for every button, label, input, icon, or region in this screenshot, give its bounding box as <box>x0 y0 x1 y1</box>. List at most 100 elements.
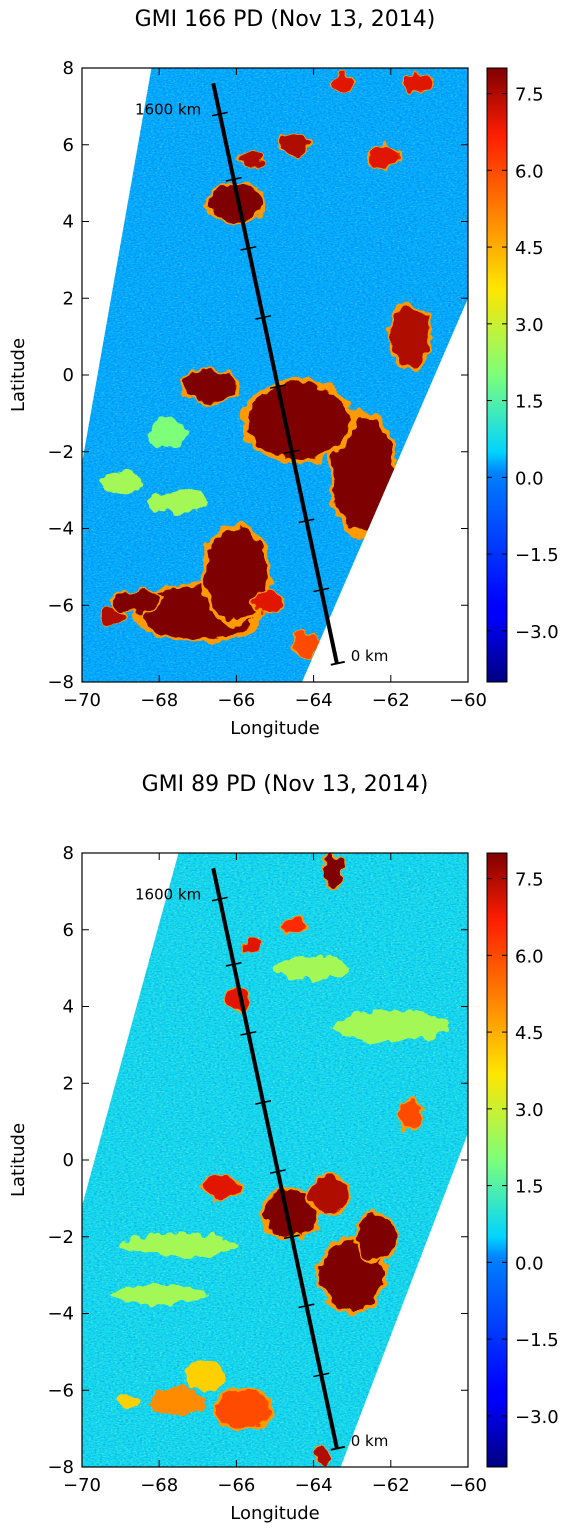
colorbar-tick-label: 1.5 <box>515 392 544 413</box>
panel-2: GMI 89 PD (Nov 13, 2014) −70 −68 −66 −64 −62 −… <box>8 772 559 1524</box>
y-tick-label: 4 <box>63 997 74 1018</box>
feature-18 <box>101 470 140 494</box>
y-tick-label: −2 <box>47 442 74 463</box>
y-tick-label: 4 <box>63 212 74 233</box>
transect-tick <box>313 587 330 593</box>
feature-15 <box>402 75 434 92</box>
x-tick-label: −62 <box>372 1475 410 1496</box>
colorbar-tick-label: 4.5 <box>515 1023 544 1044</box>
y-tick-label: −4 <box>47 519 74 540</box>
x-tick-label: −60 <box>449 1475 487 1496</box>
x-tick-label: −70 <box>63 690 101 711</box>
feature-2 <box>356 1213 395 1260</box>
y-tick-label: −2 <box>47 1227 74 1248</box>
chart-title: GMI 166 PD (Nov 13, 2014) <box>135 7 436 32</box>
x-axis-label: Longitude <box>230 1503 320 1524</box>
chart-title: GMI 89 PD (Nov 13, 2014) <box>142 772 429 797</box>
y-tick-label: 8 <box>63 843 74 864</box>
colorbar <box>486 852 508 1468</box>
colorbar-tick-label: 0.0 <box>515 1253 544 1274</box>
colorbar-tick-label: 6.0 <box>515 161 544 182</box>
feature-9 <box>390 305 430 368</box>
feature-17 <box>112 1284 206 1304</box>
feature-11 <box>240 152 264 168</box>
y-tick-label: 6 <box>63 920 74 941</box>
feature-16 <box>294 632 318 656</box>
x-tick-label: −66 <box>217 1475 255 1496</box>
feature-5 <box>251 589 283 613</box>
colorbar-tick-label: −3.0 <box>515 622 559 643</box>
feature-4 <box>309 1175 349 1214</box>
feature-11 <box>313 1445 330 1466</box>
colorbar-tick-label: 0.0 <box>515 468 544 489</box>
y-tick-label: 0 <box>63 365 74 386</box>
feature-15 <box>116 1394 140 1410</box>
feature-12 <box>278 133 310 157</box>
transect-tick <box>211 111 228 117</box>
feature-13 <box>367 144 399 168</box>
feature-3 <box>263 1190 318 1237</box>
x-tick-label: −66 <box>217 690 255 711</box>
transect-tick <box>269 384 286 389</box>
transect-tick <box>240 245 257 251</box>
colorbar-tick-label: −3.0 <box>515 1407 559 1428</box>
feature-5 <box>201 1175 241 1199</box>
y-tick-label: 0 <box>63 1150 74 1171</box>
panel-1: GMI 166 PD (Nov 13, 2014)−70 −68 −66 −64 −62… <box>8 7 559 739</box>
transect-start-label: 0 km <box>351 647 389 665</box>
colorbar-tick-label: 4.5 <box>515 238 544 259</box>
feature-16 <box>120 1232 237 1256</box>
y-tick-label: 2 <box>63 288 74 309</box>
transect-tick <box>225 176 242 182</box>
x-tick-label: −68 <box>140 1475 178 1496</box>
y-tick-label: 8 <box>63 58 74 79</box>
feature-18 <box>332 1010 449 1042</box>
transect-tick <box>225 961 242 967</box>
feature-7 <box>247 382 349 460</box>
colorbar-tick-label: 6.0 <box>515 946 544 967</box>
feature-19 <box>275 956 353 980</box>
colorbar-tick-label: 3.0 <box>515 1100 544 1121</box>
feature-3 <box>112 589 160 613</box>
feature-19 <box>147 417 187 448</box>
y-tick-label: −8 <box>47 1457 74 1478</box>
feature-14 <box>332 75 357 92</box>
feature-10 <box>209 183 264 222</box>
feature-9 <box>282 916 306 936</box>
colorbar-tick-label: −1.5 <box>515 545 559 566</box>
transect-tick <box>283 449 300 455</box>
feature-4 <box>101 609 125 625</box>
colorbar-tick-label: 1.5 <box>515 1177 544 1198</box>
colorbar <box>486 67 508 683</box>
transect-end-label: 1600 km <box>135 100 201 118</box>
colorbar-tick-label: 7.5 <box>515 85 544 106</box>
x-tick-label: −70 <box>63 1475 101 1496</box>
feature-10 <box>398 1098 422 1130</box>
y-axis-label: Latitude <box>8 338 29 412</box>
y-axis-label: Latitude <box>8 1123 29 1197</box>
transect-tick <box>298 518 315 524</box>
feature-6 <box>323 856 343 888</box>
y-tick-label: −8 <box>47 672 74 693</box>
colorbar-tick-label: −1.5 <box>515 1330 559 1351</box>
transect-tick <box>240 1030 257 1036</box>
feature-12 <box>217 1390 272 1429</box>
x-tick-label: −60 <box>449 690 487 711</box>
y-tick-label: 6 <box>63 135 74 156</box>
transect-tick <box>255 315 272 320</box>
x-tick-label: −64 <box>295 1475 333 1496</box>
transect-end-label: 1600 km <box>135 885 201 903</box>
y-tick-label: 2 <box>63 1073 74 1094</box>
transect-start-label: 0 km <box>351 1432 389 1450</box>
y-tick-label: −4 <box>47 1304 74 1325</box>
transect-tick <box>255 1100 272 1105</box>
feature-14 <box>186 1359 225 1391</box>
transect-start-bar <box>330 660 345 666</box>
feature-8 <box>182 371 237 402</box>
y-tick-label: −6 <box>47 595 74 616</box>
transect-tick <box>283 1234 300 1240</box>
feature-13 <box>151 1386 206 1418</box>
feature-8 <box>244 937 260 953</box>
feature-17 <box>147 490 210 514</box>
